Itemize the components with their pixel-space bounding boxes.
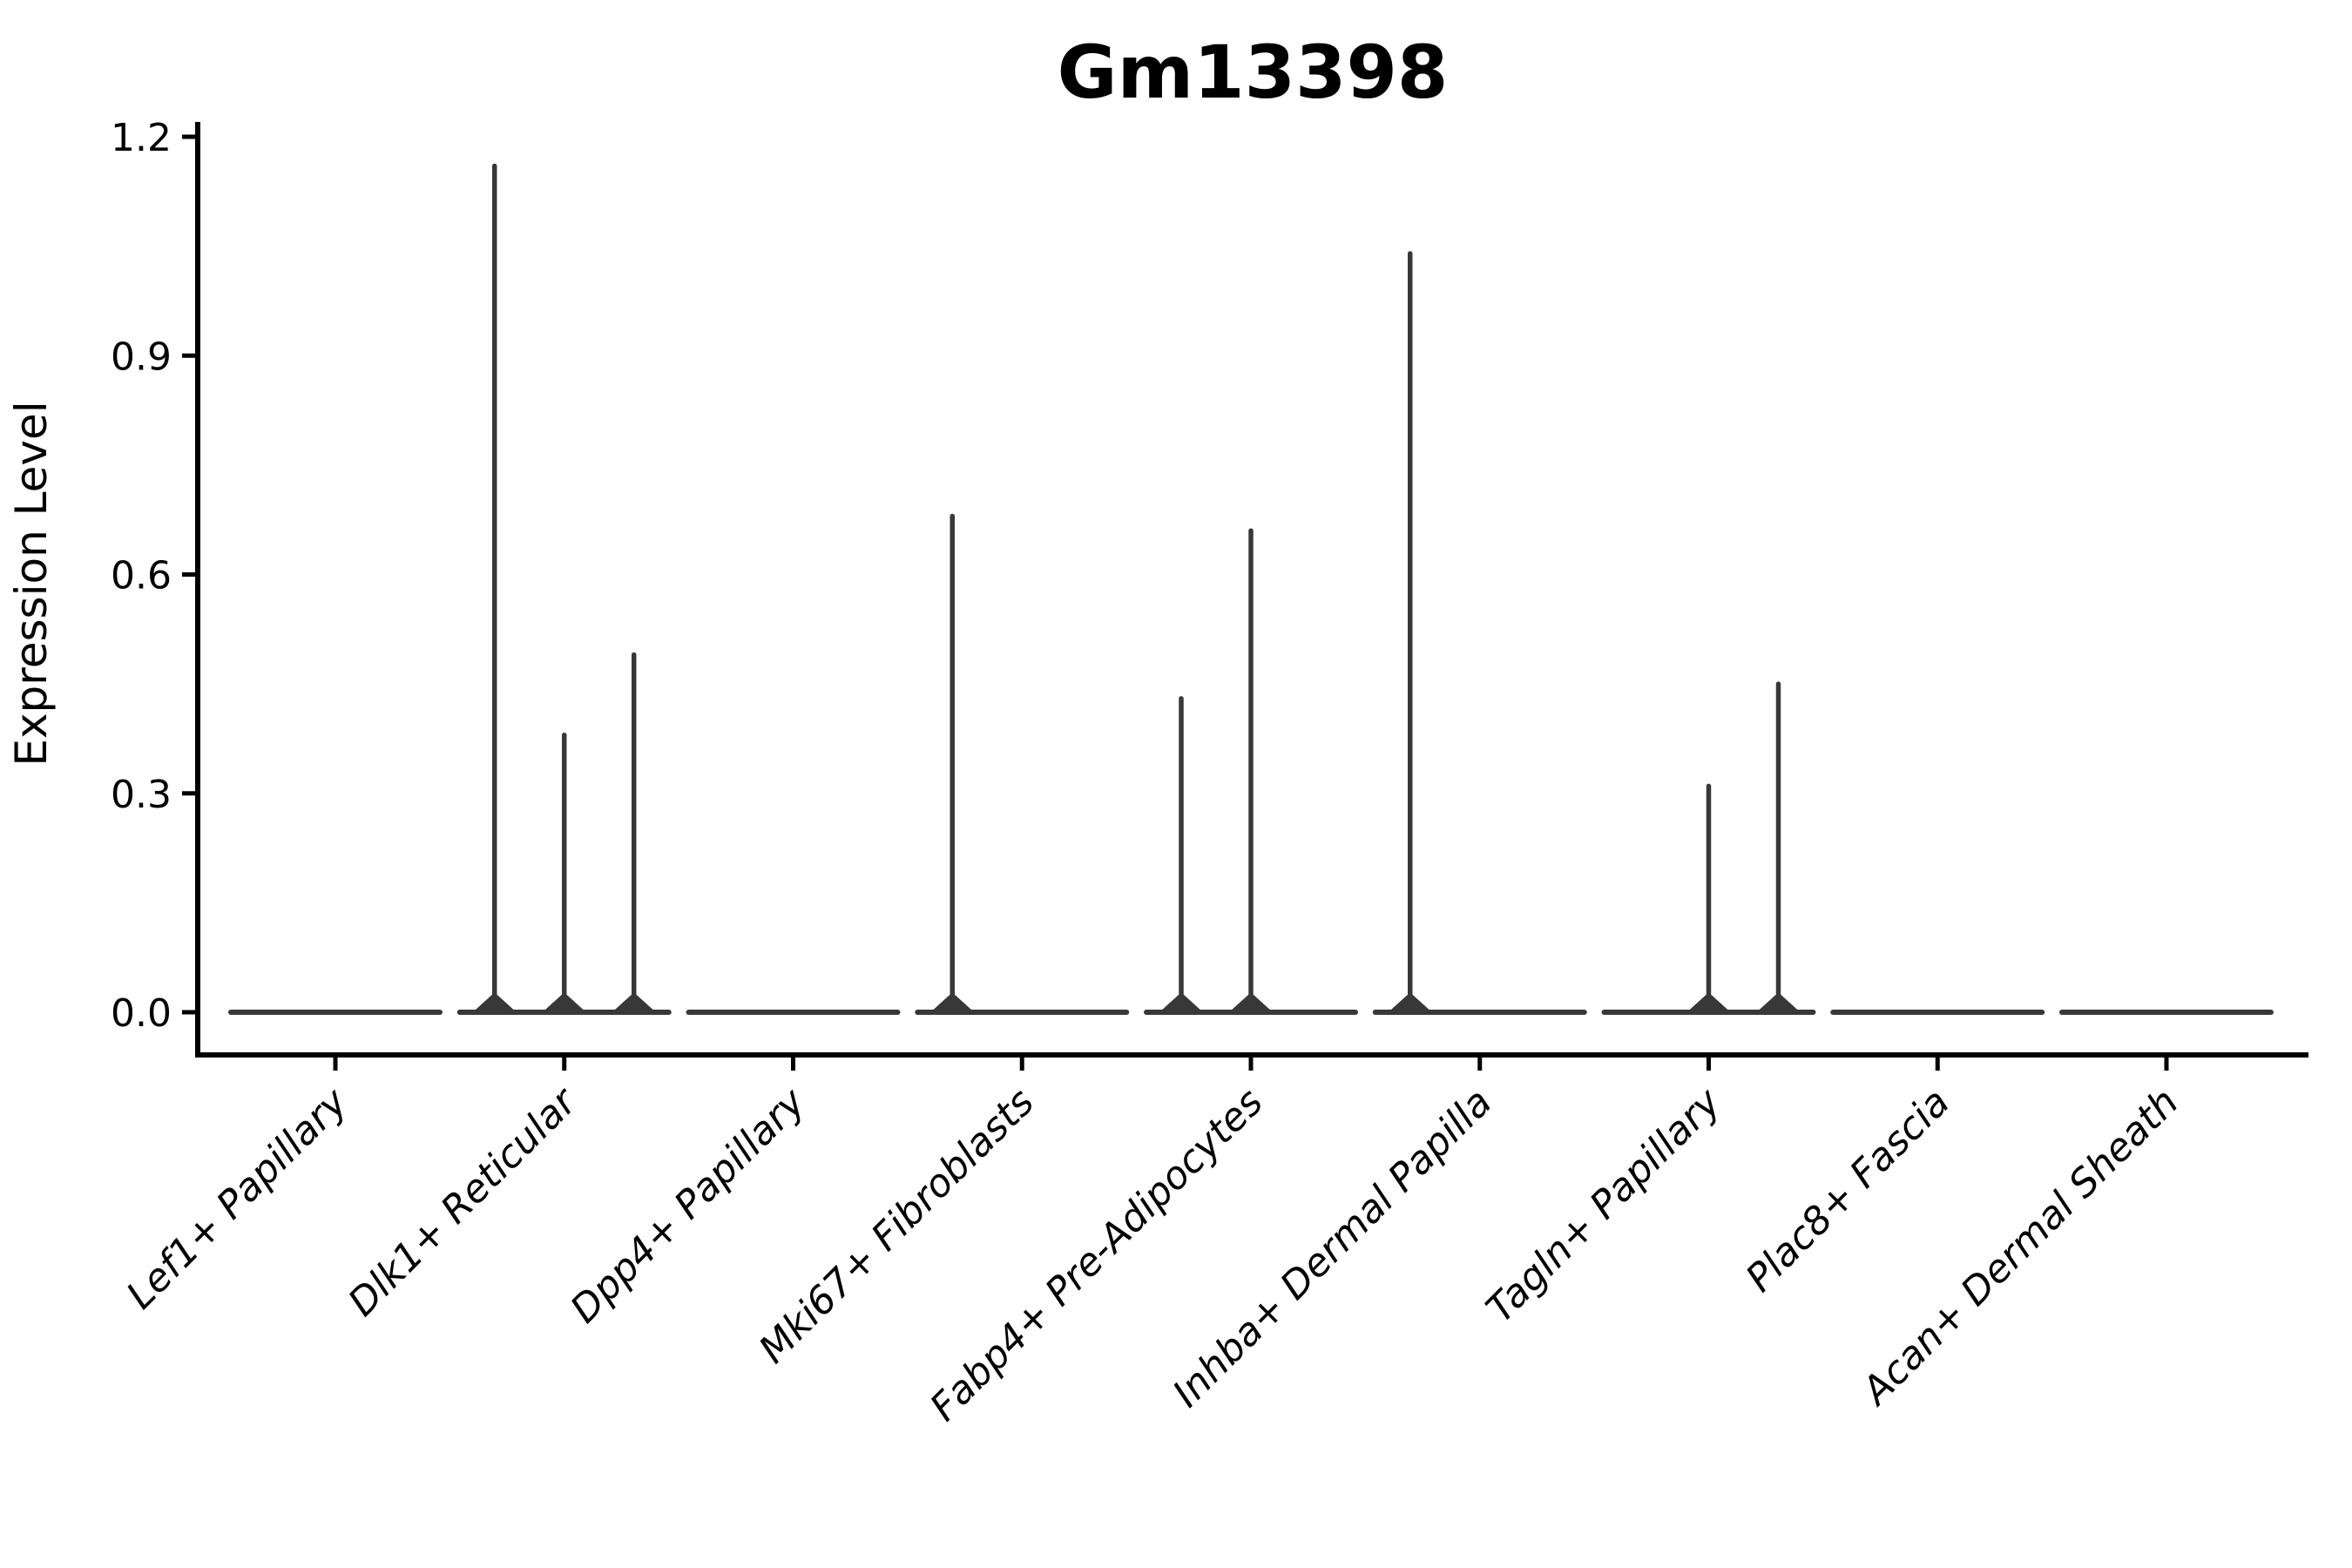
x-tick-label: Dpp4+ Papillary (562, 1079, 814, 1332)
y-tick-label: 1.2 (111, 116, 172, 160)
x-tick-label: Tagln+ Papillary (1478, 1079, 1730, 1331)
y-ticks-layer: 0.0 0.3 0.6 0.9 1.2 (111, 116, 198, 1036)
y-tick-label: 0.6 (111, 554, 172, 598)
y-axis-label: Expression Level (6, 401, 57, 766)
y-tick-label: 0.3 (111, 773, 172, 817)
y-tick-label: 0.0 (111, 991, 172, 1036)
x-tick-label: Plac8+ Fascia (1738, 1080, 1958, 1301)
y-tick-label: 0.9 (111, 335, 172, 379)
chart-title: Gm13398 (1058, 30, 1449, 115)
x-tick-label: Dlk1+ Reticular (340, 1078, 586, 1325)
x-tick-label: Lef1+ Papillary (118, 1079, 357, 1318)
violins-layer (228, 163, 2274, 1015)
